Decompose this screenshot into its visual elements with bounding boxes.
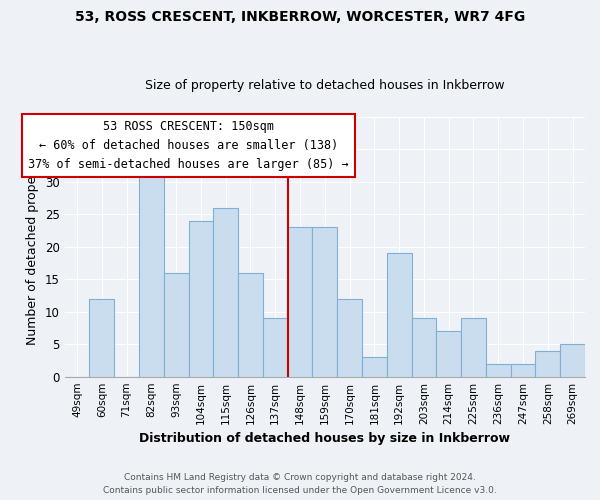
- Bar: [362, 357, 387, 376]
- Bar: [263, 318, 287, 376]
- Bar: [164, 272, 188, 376]
- Bar: [560, 344, 585, 376]
- Bar: [511, 364, 535, 376]
- Bar: [188, 220, 213, 376]
- Bar: [337, 298, 362, 376]
- X-axis label: Distribution of detached houses by size in Inkberrow: Distribution of detached houses by size …: [139, 432, 510, 445]
- Bar: [139, 169, 164, 376]
- Bar: [436, 331, 461, 376]
- Text: 53, ROSS CRESCENT, INKBERROW, WORCESTER, WR7 4FG: 53, ROSS CRESCENT, INKBERROW, WORCESTER,…: [75, 10, 525, 24]
- Y-axis label: Number of detached properties: Number of detached properties: [26, 148, 40, 345]
- Bar: [287, 227, 313, 376]
- Bar: [213, 208, 238, 376]
- Text: Contains HM Land Registry data © Crown copyright and database right 2024.
Contai: Contains HM Land Registry data © Crown c…: [103, 474, 497, 495]
- Bar: [313, 227, 337, 376]
- Bar: [387, 253, 412, 376]
- Bar: [412, 318, 436, 376]
- Bar: [535, 350, 560, 376]
- Title: Size of property relative to detached houses in Inkberrow: Size of property relative to detached ho…: [145, 79, 505, 92]
- Text: 53 ROSS CRESCENT: 150sqm
← 60% of detached houses are smaller (138)
37% of semi-: 53 ROSS CRESCENT: 150sqm ← 60% of detach…: [28, 120, 349, 171]
- Bar: [89, 298, 114, 376]
- Bar: [238, 272, 263, 376]
- Bar: [461, 318, 486, 376]
- Bar: [486, 364, 511, 376]
